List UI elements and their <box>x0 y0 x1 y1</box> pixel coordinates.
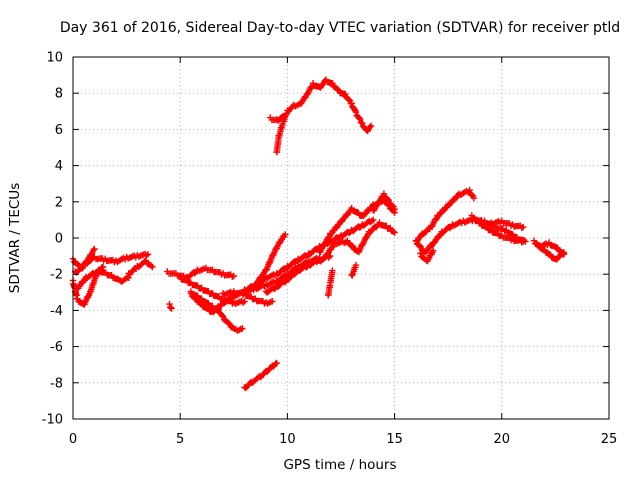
y-tick-label: 6 <box>55 123 63 138</box>
series-track-g <box>164 264 237 282</box>
data-marker-group <box>417 247 437 265</box>
data-marker-group <box>412 215 529 256</box>
y-tick-label: -2 <box>50 268 63 283</box>
y-tick-label: 10 <box>46 51 63 66</box>
data-marker-group <box>348 261 360 279</box>
y-tick-label: -10 <box>42 413 63 428</box>
series-track-f <box>166 300 175 312</box>
series-track-w <box>412 186 478 245</box>
data-marker-group <box>412 186 478 245</box>
data-marker-group <box>241 216 377 294</box>
data-points <box>69 76 568 392</box>
series-track-q <box>267 113 287 124</box>
data-marker-group <box>219 288 276 307</box>
series-track-o <box>241 359 280 392</box>
x-tick-label: 20 <box>494 432 511 447</box>
series-track-e <box>125 257 156 278</box>
data-marker-group <box>166 300 175 312</box>
x-tick-label: 0 <box>69 432 77 447</box>
series-track-t <box>324 267 336 299</box>
series-track-x <box>412 215 529 256</box>
data-marker-group <box>164 264 237 282</box>
x-tick-label: 5 <box>176 432 184 447</box>
data-marker-group <box>74 266 132 292</box>
series-track-d <box>74 266 132 292</box>
series-track-aa <box>487 217 527 231</box>
data-marker-group <box>273 76 375 156</box>
series-track-u <box>348 261 360 279</box>
y-tick-label: 2 <box>55 195 63 210</box>
series-track-s <box>316 219 398 265</box>
data-marker-group <box>177 273 248 307</box>
y-tick-label: -8 <box>50 376 63 391</box>
data-marker-group <box>125 257 156 278</box>
y-tick-label: 8 <box>55 87 63 102</box>
series-track-v <box>370 190 398 214</box>
x-tick-label: 25 <box>601 432 618 447</box>
series-track-c <box>71 245 98 276</box>
y-axis-label: SDTVAR / TECUs <box>7 183 23 293</box>
data-marker-group <box>71 245 98 276</box>
data-marker-group <box>316 219 398 265</box>
series-track-m <box>252 231 289 288</box>
series-track-k <box>219 288 276 307</box>
x-axis-label: GPS time / hours <box>283 457 396 473</box>
axis-ticks: 0 5 10 15 20 25 -10 -8 -6 -4 -2 0 2 4 6 8 10 <box>42 51 618 448</box>
series-track-ac <box>535 239 568 258</box>
series-track-y <box>468 212 527 246</box>
series-track-z <box>417 247 437 265</box>
x-tick-label: 15 <box>386 432 403 447</box>
data-marker-group <box>241 359 280 392</box>
data-marker-group <box>252 231 289 288</box>
data-marker-group <box>468 212 527 246</box>
x-tick-label: 10 <box>279 432 296 447</box>
data-marker-group <box>267 113 287 124</box>
y-tick-label: 4 <box>55 159 63 174</box>
data-marker-group <box>370 190 398 214</box>
y-tick-label: -4 <box>50 304 63 319</box>
y-tick-label: -6 <box>50 340 63 355</box>
data-marker-group <box>487 217 527 231</box>
y-tick-label: 0 <box>55 232 63 247</box>
data-marker-group <box>324 267 336 299</box>
series-track-p <box>273 76 375 156</box>
series-track-h <box>177 273 248 307</box>
series-track-l <box>241 216 377 294</box>
chart-title: Day 361 of 2016, Sidereal Day-to-day VTE… <box>60 20 620 36</box>
data-marker-group <box>535 239 568 258</box>
